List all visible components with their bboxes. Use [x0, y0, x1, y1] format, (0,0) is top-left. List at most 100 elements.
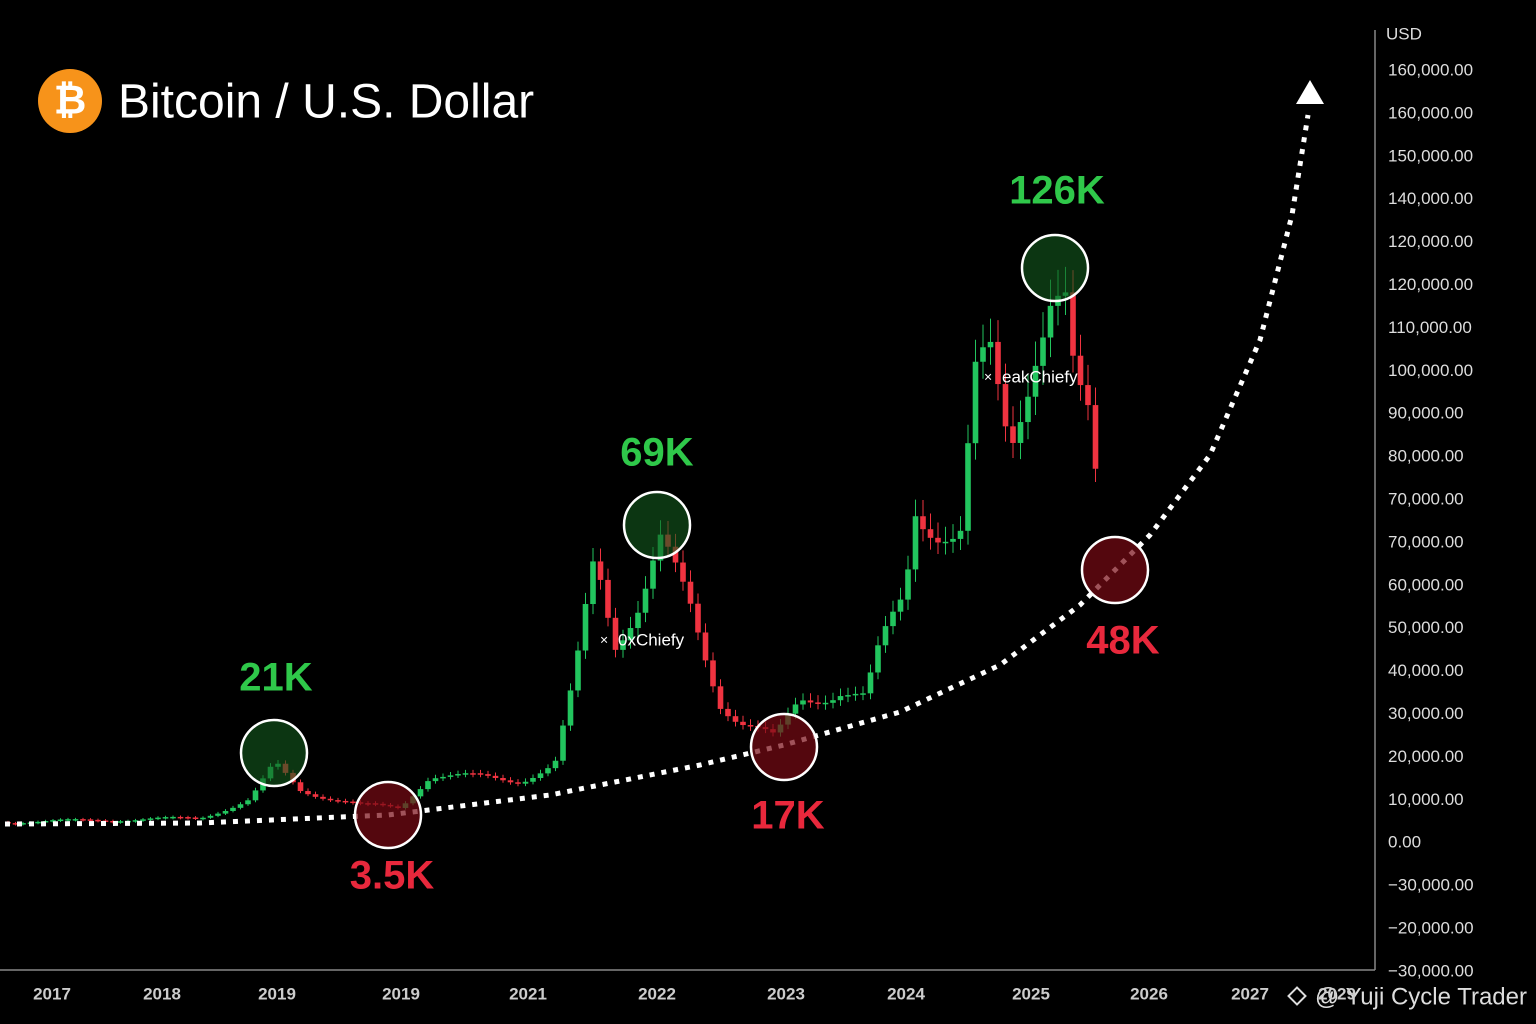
candle-body — [965, 443, 971, 531]
candle-body — [95, 819, 101, 822]
candle-body — [837, 696, 844, 701]
candle-body — [440, 776, 446, 779]
y-tick-label: 120,000.00 — [1388, 275, 1473, 294]
bottom-circle — [749, 712, 819, 782]
candle-body — [230, 807, 236, 811]
candle-body — [875, 645, 881, 673]
candle-body — [65, 819, 71, 821]
candle-body — [800, 700, 806, 705]
candle-body — [575, 650, 581, 691]
y-tick-label: −20,000.00 — [1388, 918, 1474, 937]
candle-body — [732, 716, 739, 722]
credit: @ Yuji Cycle Trader — [1315, 983, 1527, 1010]
y-tick-label: 40,000.00 — [1388, 661, 1464, 680]
candle-body — [702, 632, 709, 661]
y-tick-label: 150,000.00 — [1388, 146, 1473, 165]
candle-body — [455, 774, 461, 776]
x-tick-label: 2029 — [1318, 984, 1356, 1003]
candle-body — [327, 798, 334, 801]
x-tick-label: 2021 — [509, 984, 547, 1003]
candle-body — [995, 341, 1001, 385]
icon-symbol: ₿ — [54, 79, 87, 123]
candle-body — [747, 725, 754, 727]
candle-body — [642, 588, 649, 613]
candle-body — [620, 640, 626, 650]
y-tick-label: 0.00 — [1388, 833, 1421, 852]
candle-body — [882, 626, 889, 646]
candle-body — [845, 695, 851, 697]
candle-body — [672, 546, 679, 563]
candle-body — [522, 781, 529, 784]
candle-body — [215, 813, 221, 816]
candle-body — [155, 817, 161, 820]
price-annotation: 17K — [751, 794, 824, 838]
candle-body — [252, 790, 259, 801]
candle-body — [942, 541, 949, 544]
y-tick-label: 90,000.00 — [1388, 404, 1464, 423]
candle-body — [132, 820, 139, 822]
candle-body — [920, 516, 926, 530]
x-tick-label: 2018 — [143, 984, 181, 1003]
candle-body — [147, 818, 154, 820]
candle-body — [185, 817, 191, 819]
y-tick-label: 70,000.00 — [1388, 532, 1464, 551]
candle-body — [627, 628, 634, 641]
candle-body — [972, 361, 979, 444]
y-tick-label: −30,000.00 — [1388, 961, 1474, 980]
candle-body — [815, 702, 821, 704]
title: Bitcoin / U.S. Dollar — [118, 76, 534, 129]
candle-body — [740, 721, 746, 726]
candle-body — [470, 773, 476, 775]
price-annotation: 3.5K — [350, 854, 435, 898]
y-tick-label: 160,000.00 — [1388, 60, 1473, 79]
candle-body — [20, 823, 26, 825]
candle-body — [867, 672, 874, 694]
candle-body — [1002, 384, 1009, 427]
candle-body — [200, 817, 206, 820]
candle-body — [905, 569, 911, 600]
x-tick-label: 2022 — [638, 984, 676, 1003]
candle-body — [987, 341, 994, 348]
candle-body — [717, 686, 724, 709]
candle-body — [140, 819, 146, 821]
price-annotation: 126K — [1009, 169, 1105, 213]
candle-body — [710, 660, 716, 687]
candle-body — [117, 821, 124, 823]
candle-body — [72, 819, 79, 821]
watermark-x: × — [984, 369, 992, 385]
candle-body — [537, 773, 544, 778]
candle-body — [207, 815, 214, 818]
candle-body — [980, 347, 986, 362]
candle-body — [87, 819, 94, 821]
candle-body — [1077, 355, 1084, 386]
candle-body — [950, 538, 956, 542]
candle-body — [830, 700, 836, 703]
candle-body — [605, 579, 611, 618]
price-annotation: 69K — [620, 431, 693, 475]
candle-body — [335, 800, 341, 802]
candle-body — [1047, 305, 1054, 338]
candle-body — [567, 690, 574, 726]
bottom-circle — [353, 780, 423, 850]
candle-body — [485, 774, 491, 776]
y-tick-label: 120,000.00 — [1388, 232, 1473, 251]
y-tick-label: 100,000.00 — [1388, 361, 1473, 380]
candle-body — [432, 778, 439, 782]
candle-body — [560, 725, 566, 761]
watermark-x: × — [600, 632, 608, 648]
candle-body — [477, 773, 484, 775]
candle-body — [725, 708, 731, 717]
candle-body — [545, 768, 551, 774]
candle-body — [687, 581, 694, 604]
x-tick-label: 2024 — [887, 984, 925, 1003]
candle-body — [162, 817, 169, 819]
y-tick-label: 80,000.00 — [1388, 447, 1464, 466]
y-tick-label: 70,000.00 — [1388, 489, 1464, 508]
candle-body — [927, 529, 934, 538]
candle-body — [350, 801, 356, 804]
candle-body — [515, 782, 521, 784]
y-tick-label: 30,000.00 — [1388, 704, 1464, 723]
candle-body — [1017, 422, 1024, 443]
candle-body — [597, 561, 604, 580]
